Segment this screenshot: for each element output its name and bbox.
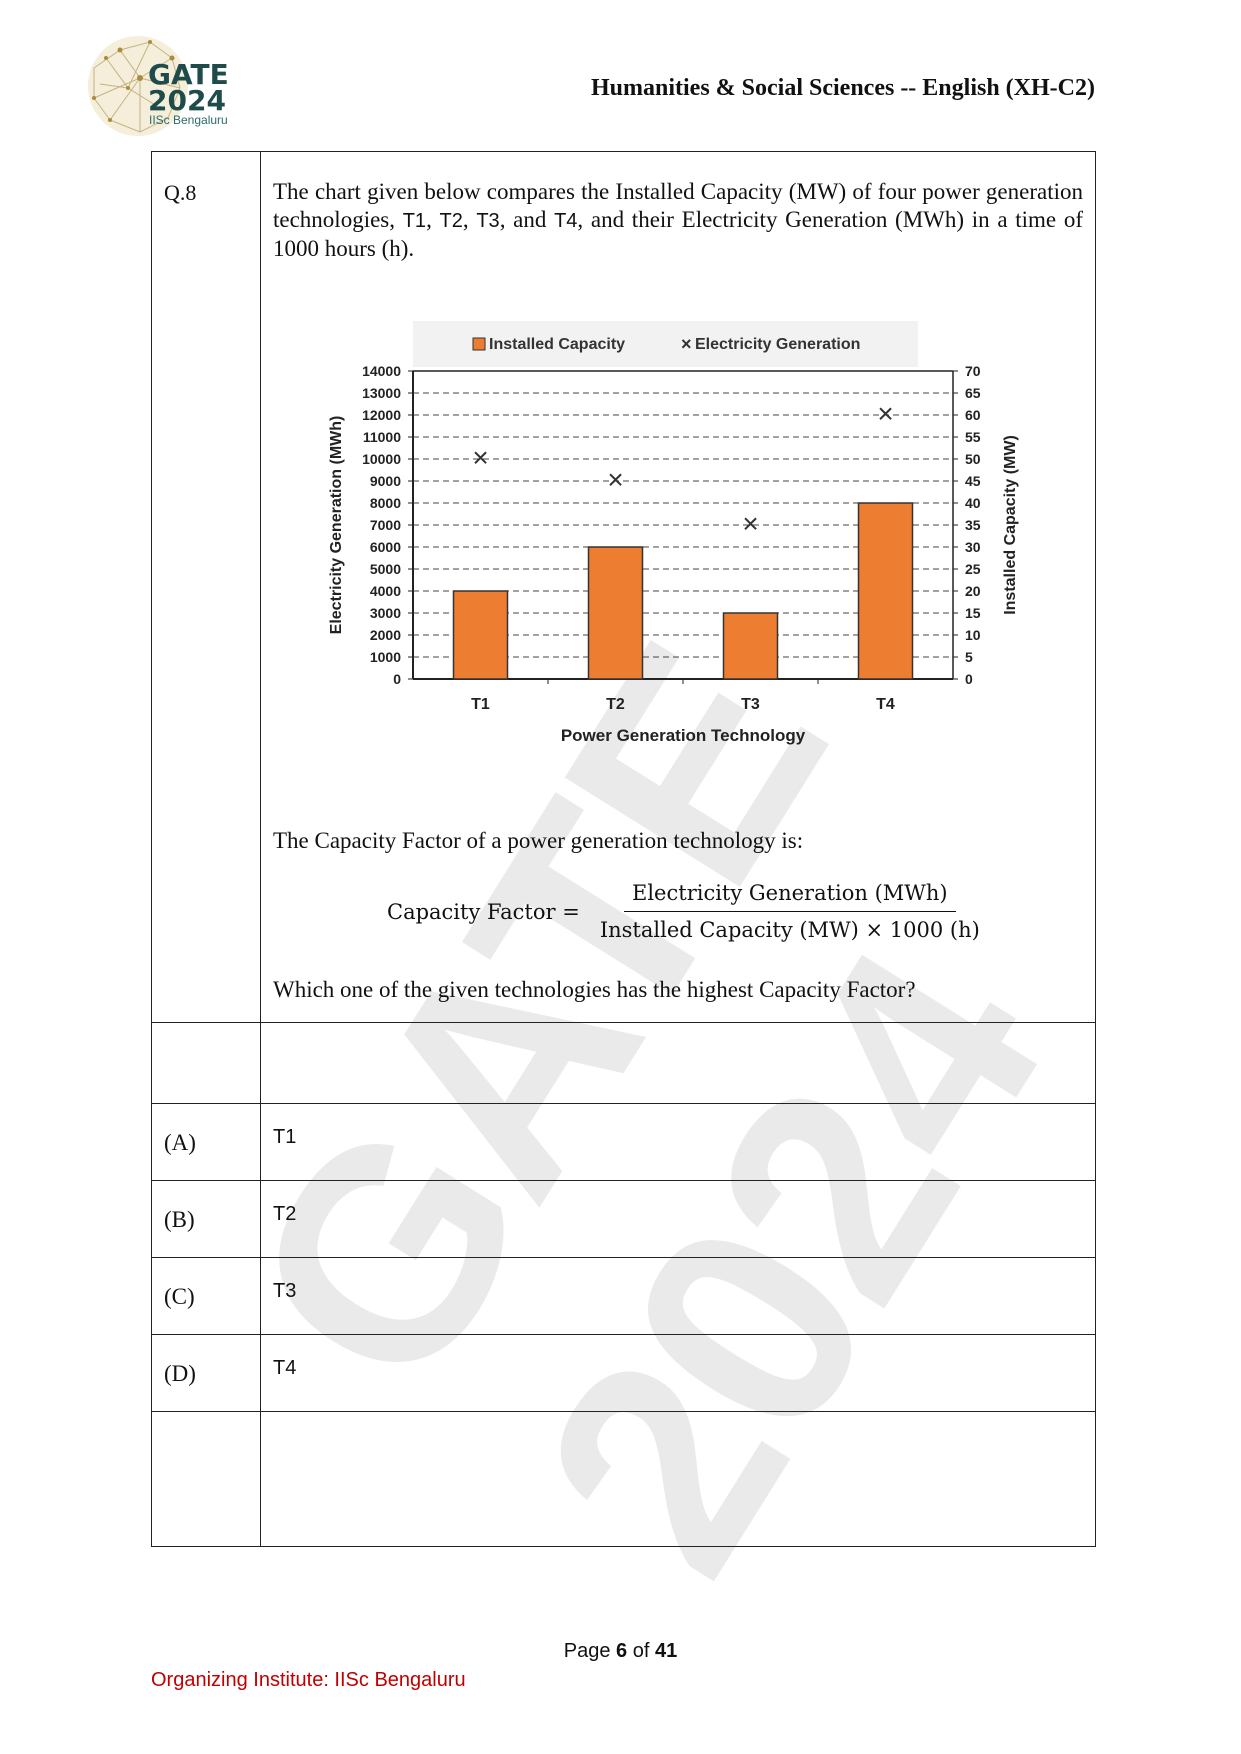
legend-label: Electricity Generation (695, 336, 860, 353)
option-value[interactable]: T2 (260, 1180, 1096, 1258)
right-tick-label: 0 (965, 671, 973, 687)
left-tick-label: 8000 (370, 495, 401, 511)
question-body: The chart given below compares the Insta… (260, 151, 1096, 1023)
option-row-c[interactable]: (C) T3 (151, 1257, 1096, 1335)
chart: Installed Capacity × Electricity Generatio… (293, 303, 1033, 803)
left-tick-label: 12000 (362, 407, 401, 423)
left-tick-label: 0 (393, 671, 401, 687)
right-tick-label: 15 (965, 605, 981, 621)
question-intro: The chart given below compares the Insta… (273, 179, 1084, 261)
right-tick-label: 45 (965, 473, 981, 489)
capacity-factor-formula: Capacity Factor = Electricity Generation… (387, 879, 1083, 944)
legend-box (413, 321, 918, 367)
legend-swatch-installed-capacity (472, 337, 486, 351)
x-axis-title: Power Generation Technology (561, 726, 806, 745)
capacity-factor-intro: The Capacity Factor of a power generatio… (273, 828, 804, 853)
right-tick-label: 10 (965, 627, 981, 643)
blank-row (151, 1022, 1096, 1104)
chart-svg: Installed Capacity × Electricity Generatio… (328, 321, 1019, 745)
option-value[interactable]: T4 (260, 1334, 1096, 1412)
right-tick-label: 50 (965, 451, 981, 467)
left-tick-label: 5000 (370, 561, 401, 577)
page-number: Page 6 of 41 (563, 1640, 678, 1662)
x-tick-label: T1 (471, 696, 490, 713)
bar-installed-capacity-t1 (452, 590, 509, 680)
formula-numerator: Electricity Generation (MWh) (624, 879, 956, 912)
legend-label: Installed Capacity (489, 336, 625, 353)
left-tick-label: 14000 (362, 363, 401, 379)
right-tick-label: 35 (965, 517, 981, 533)
right-tick-label: 40 (965, 495, 981, 511)
logo-text: GATE 2024 (148, 58, 229, 117)
right-axis-title: Installed Capacity (MW) (1002, 435, 1019, 615)
right-tick-label: 30 (965, 539, 981, 555)
option-label: (C) (151, 1257, 261, 1335)
x-tick-label: T4 (876, 696, 895, 713)
globe-icon (88, 36, 188, 136)
point-electricity-generation-t2: × (607, 464, 623, 495)
paper-title: Humanities & Social Sciences -- English … (591, 75, 1095, 101)
gate-logo (80, 28, 240, 144)
right-tick-label: 70 (965, 363, 981, 379)
formula-lhs: Capacity Factor = (387, 899, 580, 924)
option-label: (A) (151, 1103, 261, 1181)
left-tick-label: 1000 (370, 649, 401, 665)
formula-fraction: Electricity Generation (MWh) Installed C… (592, 879, 988, 944)
logo-subtitle: IISc Bengaluru (149, 113, 228, 127)
option-label: (B) (151, 1180, 261, 1258)
legend-marker-x: × (681, 334, 692, 354)
left-axis-title: Electricity Generation (MWh) (328, 416, 345, 635)
option-value[interactable]: T3 (260, 1257, 1096, 1335)
option-row-b[interactable]: (B) T2 (151, 1180, 1096, 1258)
question-row: Q.8 The chart given below compares the I… (151, 151, 1096, 1023)
left-tick-label: 6000 (370, 539, 401, 555)
bar-installed-capacity-t4 (857, 502, 914, 680)
left-tick-label: 3000 (370, 605, 401, 621)
question-table: Q.8 The chart given below compares the I… (151, 151, 1096, 1547)
x-tick-label: T3 (741, 696, 760, 713)
organizing-institute: Organizing Institute: IISc Bengaluru (151, 1669, 466, 1691)
right-tick-label: 5 (965, 649, 973, 665)
left-tick-label: 4000 (370, 583, 401, 599)
formula-denominator: Installed Capacity (MW) × 1000 (h) (599, 918, 980, 942)
bar-installed-capacity-t2 (587, 546, 644, 680)
x-tick-label: T2 (606, 696, 625, 713)
question-number: Q.8 (151, 151, 261, 1023)
left-tick-label: 9000 (370, 473, 401, 489)
right-tick-label: 25 (965, 561, 981, 577)
right-tick-label: 20 (965, 583, 981, 599)
right-tick-label: 65 (965, 385, 981, 401)
option-label: (D) (151, 1334, 261, 1412)
left-tick-label: 7000 (370, 517, 401, 533)
left-tick-label: 10000 (362, 451, 401, 467)
point-electricity-generation-t4: × (877, 398, 893, 429)
point-electricity-generation-t1: × (472, 442, 488, 473)
question-prompt: Which one of the given technologies has … (273, 977, 916, 1002)
right-tick-label: 60 (965, 407, 981, 423)
right-tick-label: 55 (965, 429, 981, 445)
left-tick-label: 13000 (362, 385, 401, 401)
bar-installed-capacity-t3 (722, 612, 779, 680)
point-electricity-generation-t3: × (742, 508, 758, 539)
blank-row (151, 1411, 1096, 1547)
left-tick-label: 11000 (363, 429, 401, 445)
option-value[interactable]: T1 (260, 1103, 1096, 1181)
option-row-d[interactable]: (D) T4 (151, 1334, 1096, 1412)
left-tick-label: 2000 (370, 627, 401, 643)
option-row-a[interactable]: (A) T1 (151, 1103, 1096, 1181)
